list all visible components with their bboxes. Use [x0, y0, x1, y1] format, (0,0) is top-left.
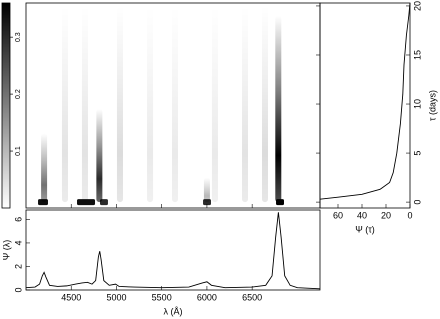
line-curve	[25, 212, 321, 290]
map-base-blob	[99, 199, 108, 206]
x-tick-label: 60	[333, 210, 343, 220]
colorbar-tick-label: 0.1	[15, 146, 22, 156]
map-streak	[147, 5, 154, 203]
tau-frame	[319, 2, 411, 209]
map-streak	[261, 5, 268, 203]
y-tick-label: 0	[412, 200, 422, 205]
x-axis-label: λ (Å)	[164, 306, 183, 316]
y-axis-label: Ψ (λ)	[1, 240, 11, 261]
x-tick-label: 40	[357, 210, 367, 220]
map-streak	[211, 5, 218, 203]
x-tick-label: 4500	[61, 292, 81, 302]
x-tick-label: 0	[407, 210, 412, 220]
y-tick-label: 2	[13, 264, 23, 269]
x-tick-label: 20	[381, 210, 391, 220]
x-tick-label: 5500	[152, 292, 172, 302]
colorbar-frame	[1, 2, 11, 209]
map-streak	[116, 5, 123, 203]
map-streak	[203, 177, 210, 203]
map-streak	[41, 133, 48, 203]
colorbar-tick-label: 0.3	[15, 32, 22, 42]
map-streak	[242, 5, 249, 203]
x-tick-label: 6000	[197, 292, 217, 302]
y-tick-label: 20	[412, 1, 422, 11]
map-base-blob	[203, 199, 211, 206]
line-curve	[319, 2, 411, 200]
y-tick-label: 4	[13, 240, 23, 245]
map-streak	[171, 5, 178, 203]
colorbar	[2, 3, 10, 208]
map-streak	[275, 15, 282, 203]
map-streak	[61, 5, 68, 203]
x-tick-label: 5000	[106, 292, 126, 302]
y-tick-label: 15	[412, 50, 422, 60]
map-streak	[96, 108, 103, 203]
map-base-blob	[38, 199, 48, 206]
y-tick-label: 10	[412, 99, 422, 109]
map-base-blob	[276, 199, 284, 206]
x-axis-label: Ψ (τ)	[355, 224, 375, 234]
y-tick-label: 6	[13, 217, 23, 222]
y-tick-label: 0	[13, 287, 23, 292]
map-base-blob	[77, 199, 96, 206]
map-streak	[81, 5, 88, 203]
x-tick-label: 6500	[242, 292, 262, 302]
spectrum-frame	[25, 209, 321, 291]
y-axis-label: τ (days)	[427, 90, 437, 121]
y-tick-label: 5	[412, 151, 422, 156]
colorbar-tick-label: 0.2	[15, 89, 22, 99]
